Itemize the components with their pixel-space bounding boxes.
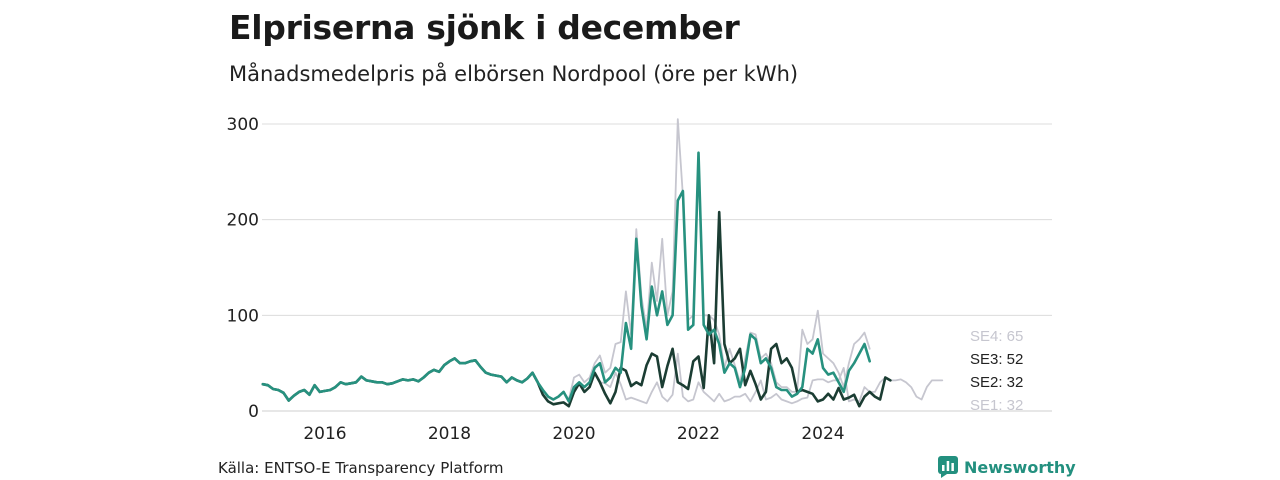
series-lines	[261, 118, 944, 408]
y-tick-label: 300	[227, 115, 259, 135]
source-note: Källa: ENTSO-E Transparency Platform	[218, 459, 504, 477]
series-label-se2: SE2: 32	[970, 374, 1023, 391]
x-tick-label: 2022	[677, 424, 720, 444]
x-tick-label: 2016	[303, 424, 346, 444]
y-axis-tick-labels: 0 100 200 300	[227, 115, 259, 422]
y-tick-label: 100	[227, 306, 259, 326]
gridlines	[262, 123, 1052, 412]
series-label-se3: SE3: 52	[970, 351, 1023, 368]
brand-logo[interactable]: Newsworthy	[938, 456, 1076, 478]
chart-subtitle: Månadsmedelpris på elbörsen Nordpool (ör…	[229, 62, 799, 86]
x-tick-label: 2024	[801, 424, 844, 444]
chart-title: Elpriserna sjönk i december	[229, 8, 740, 47]
series-label-se1: SE1: 32	[970, 397, 1023, 414]
y-tick-label: 0	[248, 402, 259, 422]
series-line-se4	[261, 118, 871, 402]
x-axis-tick-labels: 2016 2018 2020 2022 2024	[303, 424, 844, 444]
newsworthy-logo-icon	[938, 456, 958, 478]
x-tick-label: 2020	[552, 424, 595, 444]
brand-name: Newsworthy	[964, 457, 1076, 477]
y-tick-label: 200	[227, 211, 259, 231]
x-tick-label: 2018	[428, 424, 471, 444]
series-line-se3	[261, 151, 872, 403]
series-label-se4: SE4: 65	[970, 328, 1023, 345]
series-end-labels: SE4: 65 SE1: 32 SE2: 32 SE3: 52	[970, 328, 1023, 414]
